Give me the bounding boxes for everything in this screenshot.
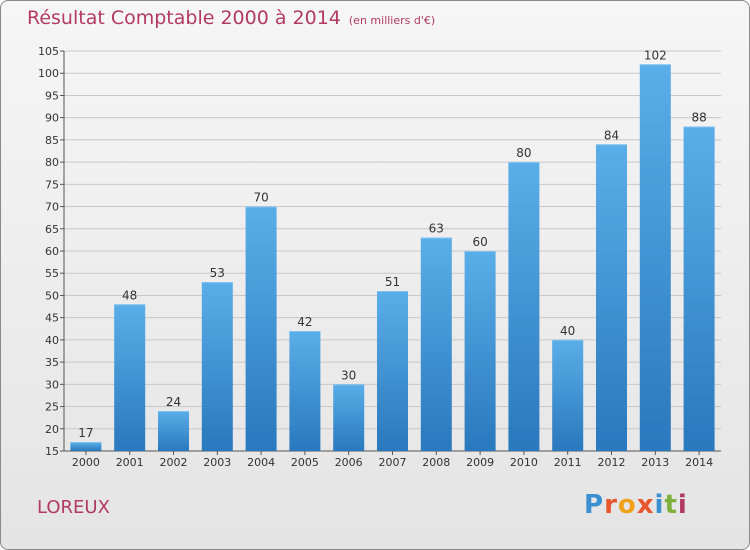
value-label-2004: 70 [253, 191, 268, 205]
y-tick-label: 35 [45, 356, 59, 369]
x-tick-label-2001: 2001 [116, 456, 144, 469]
y-tick-label: 105 [38, 45, 59, 58]
value-label-2008: 63 [429, 222, 444, 236]
bar-2010 [508, 162, 540, 451]
value-label-2000: 17 [78, 426, 93, 440]
bar-2007 [377, 291, 408, 451]
bar-2001 [114, 304, 146, 451]
y-tick-label: 15 [45, 445, 59, 458]
value-label-2012: 84 [604, 128, 619, 142]
value-label-2011: 40 [560, 324, 575, 338]
y-tick-label: 80 [45, 156, 59, 169]
value-label-2013: 102 [644, 48, 667, 62]
bar-2013 [639, 64, 671, 452]
bar-2009 [464, 251, 496, 451]
y-tick-label: 95 [45, 89, 59, 102]
bar-layer [70, 64, 715, 452]
value-label-2014: 88 [691, 111, 706, 125]
y-tick-label: 70 [45, 201, 59, 214]
x-tick-label-2008: 2008 [422, 456, 450, 469]
y-tick-label: 45 [45, 312, 59, 325]
y-tick-label: 25 [45, 401, 59, 414]
proxiti-logo[interactable]: Proxiti [584, 490, 688, 520]
x-tick-label-2012: 2012 [598, 456, 626, 469]
value-label-2005: 42 [297, 315, 312, 329]
y-tick-label: 65 [45, 223, 59, 236]
y-tick-label: 100 [38, 67, 59, 80]
label-layer: 17 2000 48 2001 24 2002 53 2003 70 2004 42 2005 30 20… [72, 48, 713, 469]
bar-2000 [70, 442, 102, 451]
y-tick-label: 85 [45, 134, 59, 147]
value-label-2003: 53 [210, 266, 225, 280]
y-tick-label: 20 [45, 423, 59, 436]
value-label-2007: 51 [385, 275, 400, 289]
place-name: LOREUX [37, 497, 110, 518]
bar-2002 [158, 411, 189, 451]
bar-2008 [420, 237, 452, 451]
x-tick-label-2007: 2007 [379, 456, 407, 469]
x-tick-label-2014: 2014 [685, 456, 713, 469]
value-label-2001: 48 [122, 288, 137, 302]
y-tick-label: 30 [45, 378, 59, 391]
y-tick-label: 40 [45, 334, 59, 347]
x-tick-label-2010: 2010 [510, 456, 538, 469]
y-tick-label: 75 [45, 178, 59, 191]
x-tick-label-2011: 2011 [554, 456, 582, 469]
bar-2012 [596, 144, 627, 452]
bar-2004 [245, 206, 277, 451]
y-tick-label: 90 [45, 112, 59, 125]
bar-2011 [552, 339, 584, 451]
value-label-2002: 24 [166, 395, 181, 409]
value-label-2009: 60 [472, 235, 487, 249]
chart-title-text: Résultat Comptable 2000 à 2014 [27, 7, 341, 29]
bar-2014 [683, 126, 715, 452]
y-tick-label: 50 [45, 289, 59, 302]
x-tick-label-2004: 2004 [247, 456, 275, 469]
x-tick-label-2003: 2003 [203, 456, 231, 469]
chart-title: Résultat Comptable 2000 à 2014 (en millie… [27, 7, 435, 29]
x-tick-label-2006: 2006 [335, 456, 363, 469]
bar-2005 [289, 331, 321, 451]
x-tick-label-2002: 2002 [160, 456, 188, 469]
y-tick-label: 55 [45, 267, 59, 280]
x-tick-label-2005: 2005 [291, 456, 319, 469]
unit-note: (en milliers d'€) [348, 14, 436, 27]
value-label-2006: 30 [341, 368, 356, 382]
bar-2006 [333, 384, 365, 451]
x-tick-label-2009: 2009 [466, 456, 494, 469]
value-label-2010: 80 [516, 146, 531, 160]
y-tick-label: 60 [45, 245, 59, 258]
bar-2003 [201, 282, 233, 451]
x-tick-label-2013: 2013 [641, 456, 669, 469]
x-tick-label-2000: 2000 [72, 456, 100, 469]
